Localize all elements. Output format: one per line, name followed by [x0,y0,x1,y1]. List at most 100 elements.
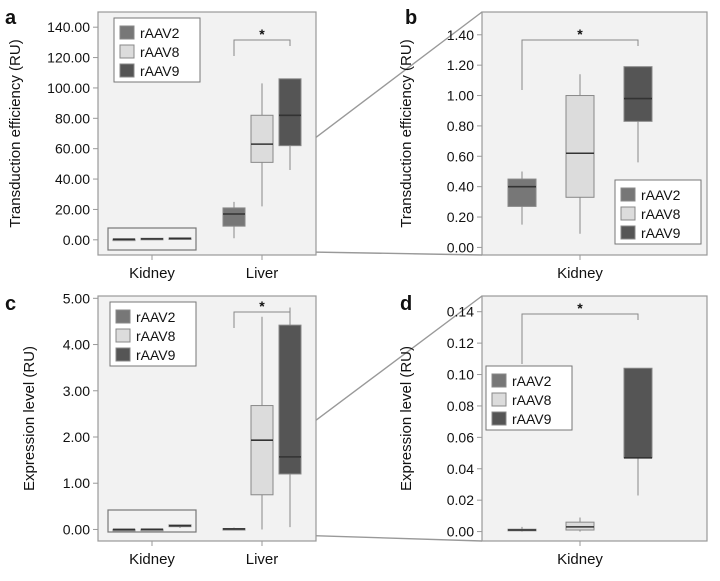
legend-label-raav2: rAAV2 [140,25,180,41]
legend-swatch-raav2 [119,25,135,40]
box [278,78,302,147]
y-tick-label-a: 100.00 [47,80,90,96]
panel-c: c 0.00 1.00 2.00 3.00 4.00 5.00 Expression leve… [5,290,317,568]
y-tick-label-c: 0.00 [63,521,90,537]
legend-swatch-raav9 [491,411,507,426]
legend-swatch-raav8 [115,328,131,343]
panel-a: a 0.00 20.00 40.00 60.00 80.00 100.00 120.00 140… [5,7,317,282]
x-category-label-b: Kidney [557,265,603,282]
x-category-label-d: Kidney [557,551,603,568]
y-tick-label-d: 0.12 [447,335,474,351]
y-tick-label-d: 0.06 [447,429,474,445]
boxplot-d-rAAV2-kidney [507,526,537,532]
y-tick-label-b: 1.00 [447,88,474,104]
y-axis-label-a: Transduction efficiency (RU) [7,39,24,227]
y-tick-label-b: 0.40 [447,179,474,195]
boxplot-d-rAAV8-kidney [565,517,595,532]
legend-label-raav8: rAAV8 [136,328,176,344]
y-tick-label-b: 0.60 [447,148,474,164]
legend-label-raav2: rAAV2 [641,187,681,203]
y-tick-label-c: 2.00 [63,429,90,445]
boxplot-c-rAAV8-liver [250,316,274,530]
panel-d: d 0.00 0.02 0.04 0.06 0.08 0.10 0.12 0.14 Express… [398,293,708,568]
boxplot-d-rAAV9-kidney [623,367,653,496]
y-tick-label-a: 120.00 [47,50,90,66]
box [250,114,274,163]
significance-label-d: * [577,300,583,316]
x-category-label-a: Liver [246,265,279,282]
x-category-label-a: Kidney [129,265,175,282]
y-tick-label-b: 0.00 [447,239,474,255]
y-tick-label-a: 20.00 [55,201,90,217]
y-tick-label-d: 0.10 [447,367,474,383]
boxplot-a-rAAV9-kidney [168,237,192,241]
x-category-label-c: Liver [246,551,279,568]
legend-label-raav8: rAAV8 [140,44,180,60]
box [278,324,302,475]
legend-swatch-raav9 [115,347,131,362]
y-tick-label-c: 4.00 [63,337,90,353]
y-tick-label-d: 0.04 [447,461,474,477]
legend-label-raav2: rAAV2 [136,309,176,325]
legend-swatch-raav9 [119,63,135,78]
panel-b: b 0.00 0.20 0.40 0.60 0.80 1.00 1.20 1.40 Transdu… [398,7,708,282]
legend-b: rAAV2 rAAV8 rAAV9 [614,179,702,245]
legend-label-raav8: rAAV8 [641,206,681,222]
legend-label-raav8: rAAV8 [512,392,552,408]
legend-d: rAAV2 rAAV8 rAAV9 [485,365,573,431]
y-axis-label-c: Expression level (RU) [21,346,38,491]
panel-label-d: d [400,293,412,315]
legend-label-raav9: rAAV9 [136,347,176,363]
y-tick-label-b: 1.20 [447,57,474,73]
panel-label-b: b [405,7,417,29]
y-tick-label-d: 0.14 [447,304,474,320]
legend-swatch-raav2 [491,373,507,388]
y-tick-label-d: 0.08 [447,398,474,414]
y-tick-label-c: 3.00 [63,383,90,399]
boxplot-a-rAAV9-liver [278,78,302,170]
boxplot-a-rAAV8-kidney [140,237,164,241]
legend-swatch-raav2 [115,309,131,324]
zoom-box-a [107,227,197,251]
y-tick-label-a: 80.00 [55,110,90,126]
boxplot-a-rAAV2-kidney [112,238,136,242]
boxplot-b-rAAV9-kidney [623,66,653,163]
box [623,367,653,459]
zoom-box-c [107,509,197,533]
legend-swatch-raav8 [491,392,507,407]
box [222,207,246,227]
legend-swatch-raav8 [620,206,636,221]
y-tick-label-a: 60.00 [55,141,90,157]
y-axis-label-b: Transduction efficiency (RU) [398,39,415,227]
boxplot-a-rAAV8-liver [250,83,274,207]
boxplot-a-rAAV2-liver [222,201,246,239]
y-tick-label-c: 5.00 [63,290,90,306]
x-category-label-c: Kidney [129,551,175,568]
legend-swatch-raav8 [119,44,135,59]
y-tick-label-b: 1.40 [447,27,474,43]
y-tick-label-b: 0.80 [447,118,474,134]
significance-bracket-c [233,311,291,328]
box [623,66,653,122]
significance-label-a: * [259,26,265,42]
y-tick-label-a: 40.00 [55,171,90,187]
y-axis-label-d: Expression level (RU) [398,346,415,491]
legend-swatch-raav9 [620,225,636,240]
y-tick-label-a: 0.00 [63,232,90,248]
significance-label-c: * [259,298,265,314]
box [507,178,537,207]
significance-bracket-d [521,313,639,364]
legend-a: rAAV2 rAAV8 rAAV9 [113,17,201,83]
y-tick-label-b: 0.20 [447,209,474,225]
boxplot-b-rAAV2-kidney [507,171,537,225]
legend-label-raav9: rAAV9 [140,63,180,79]
significance-bracket-a [233,39,291,56]
legend-label-raav9: rAAV9 [512,411,552,427]
boxplot-c-rAAV9-kidney [168,524,192,529]
boxplot-c-rAAV8-kidney [140,528,164,532]
legend-label-raav2: rAAV2 [512,373,552,389]
legend-c: rAAV2 rAAV8 rAAV9 [109,301,197,367]
box [565,95,595,198]
y-tick-label-c: 1.00 [63,475,90,491]
